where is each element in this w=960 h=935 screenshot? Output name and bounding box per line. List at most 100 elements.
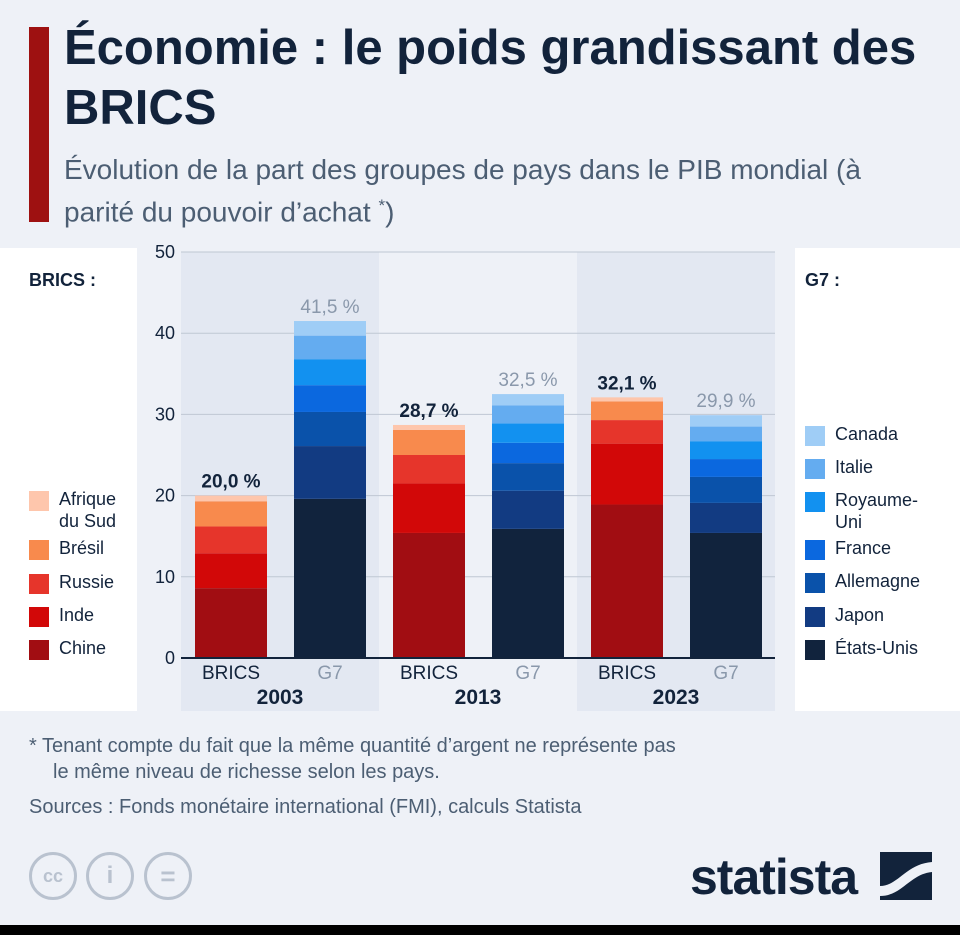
- stacked-bar-chart: 0 10 20 30 40 50 20,0 % BRICS 41,5 % G7 2003 28,7 %…: [155, 242, 775, 711]
- page-title: Économie : le poids grandissant des BRIC…: [64, 21, 917, 135]
- year-label: 2003: [257, 686, 304, 709]
- year-label: 2013: [455, 686, 502, 709]
- bar-segment: [690, 532, 762, 658]
- title-accent-bar: [29, 27, 49, 222]
- bar-segment: [690, 502, 762, 533]
- legend-swatch: [29, 640, 49, 660]
- brics-legend-panel: [0, 248, 137, 711]
- statista-logo-icon: [880, 852, 932, 900]
- bar-segment: [294, 498, 366, 658]
- bar-segment: [294, 385, 366, 412]
- g7-legend-title: G7 :: [805, 270, 841, 290]
- legend-swatch: [805, 640, 825, 660]
- bar-segment: [690, 459, 762, 477]
- legend-swatch: [805, 573, 825, 593]
- bar-segment: [393, 483, 465, 533]
- bar-segment: [294, 335, 366, 360]
- statista-wordmark: statista: [690, 849, 858, 905]
- legend-label: Inde: [59, 605, 95, 625]
- legend-swatch: [805, 426, 825, 446]
- bar-segment: [195, 553, 267, 589]
- y-tick-label: 40: [155, 323, 175, 343]
- legend-swatch: [805, 492, 825, 512]
- bar-segment: [294, 411, 366, 447]
- legend-label: France: [835, 538, 892, 558]
- x-tick-label: G7: [515, 663, 540, 684]
- x-tick-label: BRICS: [400, 663, 458, 684]
- legend-swatch: [29, 491, 49, 511]
- bar-segment: [393, 429, 465, 455]
- legend-swatch: [805, 540, 825, 560]
- bar-segment: [492, 423, 564, 443]
- legend-label: Japon: [835, 605, 885, 625]
- no-derivatives-icon: =: [144, 852, 192, 900]
- bar-segment: [690, 426, 762, 442]
- bar-segment: [690, 476, 762, 503]
- legend-swatch: [805, 607, 825, 627]
- bar-segment: [393, 424, 465, 430]
- legend-label: Chine: [59, 638, 107, 658]
- bar-segment: [294, 359, 366, 386]
- subtitle-footnote-mark: *: [378, 196, 386, 215]
- bar-segment: [294, 321, 366, 336]
- bar-total-label: 20,0 %: [201, 472, 260, 493]
- year-label: 2023: [653, 686, 700, 709]
- y-tick-label: 0: [165, 648, 175, 668]
- bar-segment: [393, 455, 465, 484]
- bar-segment: [591, 397, 663, 402]
- attribution-icon: i: [86, 852, 134, 900]
- bar-segment: [195, 495, 267, 502]
- legend-swatch: [29, 607, 49, 627]
- subtitle-text: Évolution de la part des groupes de pays…: [64, 154, 861, 228]
- bar-segment: [195, 501, 267, 527]
- bar-segment: [294, 446, 366, 499]
- bar-segment: [591, 401, 663, 421]
- bar-segment: [591, 443, 663, 505]
- cc-icon: cc: [29, 852, 77, 900]
- bar-segment: [690, 415, 762, 427]
- sources: Sources : Fonds monétaire international …: [29, 796, 582, 818]
- legend-label: Italie: [835, 457, 874, 477]
- bar-segment: [492, 528, 564, 658]
- legend-label: États-Unis: [835, 638, 919, 658]
- subtitle-end: ): [385, 196, 395, 228]
- legend-swatch: [29, 574, 49, 594]
- y-tick-label: 10: [155, 567, 175, 587]
- bar-segment: [195, 588, 267, 658]
- bar-total-label: 32,1 %: [597, 373, 656, 394]
- legend-label: Brésil: [59, 538, 105, 558]
- bar-segment: [195, 526, 267, 554]
- page-subtitle: Évolution de la part des groupes de pays…: [64, 152, 924, 230]
- x-tick-label: G7: [317, 663, 342, 684]
- footnote-line-2: le même niveau de richesse selon les pay…: [53, 761, 440, 783]
- brics-legend-title: BRICS :: [29, 270, 96, 290]
- g7-legend-panel: [795, 248, 960, 711]
- legend-label: Afrique du Sud: [59, 489, 117, 531]
- bar-total-label: 32,5 %: [498, 370, 557, 391]
- legend-label: Allemagne: [835, 571, 921, 591]
- bar-total-label: 41,5 %: [300, 297, 359, 318]
- bar-segment: [492, 442, 564, 464]
- bar-segment: [492, 463, 564, 491]
- bar-segment: [591, 504, 663, 658]
- footnote-line-1: * Tenant compte du fait que la même quan…: [29, 735, 676, 757]
- bar-total-label: 28,7 %: [399, 401, 458, 422]
- y-tick-label: 30: [155, 404, 175, 424]
- legend-label: Canada: [835, 424, 899, 444]
- legend-swatch: [805, 459, 825, 479]
- bar-segment: [492, 394, 564, 406]
- bar-segment: [492, 405, 564, 424]
- footnote: * Tenant compte du fait que la même quan…: [29, 733, 909, 785]
- x-tick-label: BRICS: [202, 663, 260, 684]
- bar-segment: [393, 532, 465, 658]
- x-tick-label: BRICS: [598, 663, 656, 684]
- bar-segment: [591, 420, 663, 444]
- bar-total-label: 29,9 %: [696, 391, 755, 412]
- legend-label: Russie: [59, 572, 115, 592]
- x-tick-label: G7: [713, 663, 738, 684]
- bar-segment: [492, 490, 564, 529]
- y-tick-label: 20: [155, 486, 175, 506]
- bar-segment: [690, 441, 762, 460]
- legend-swatch: [29, 540, 49, 560]
